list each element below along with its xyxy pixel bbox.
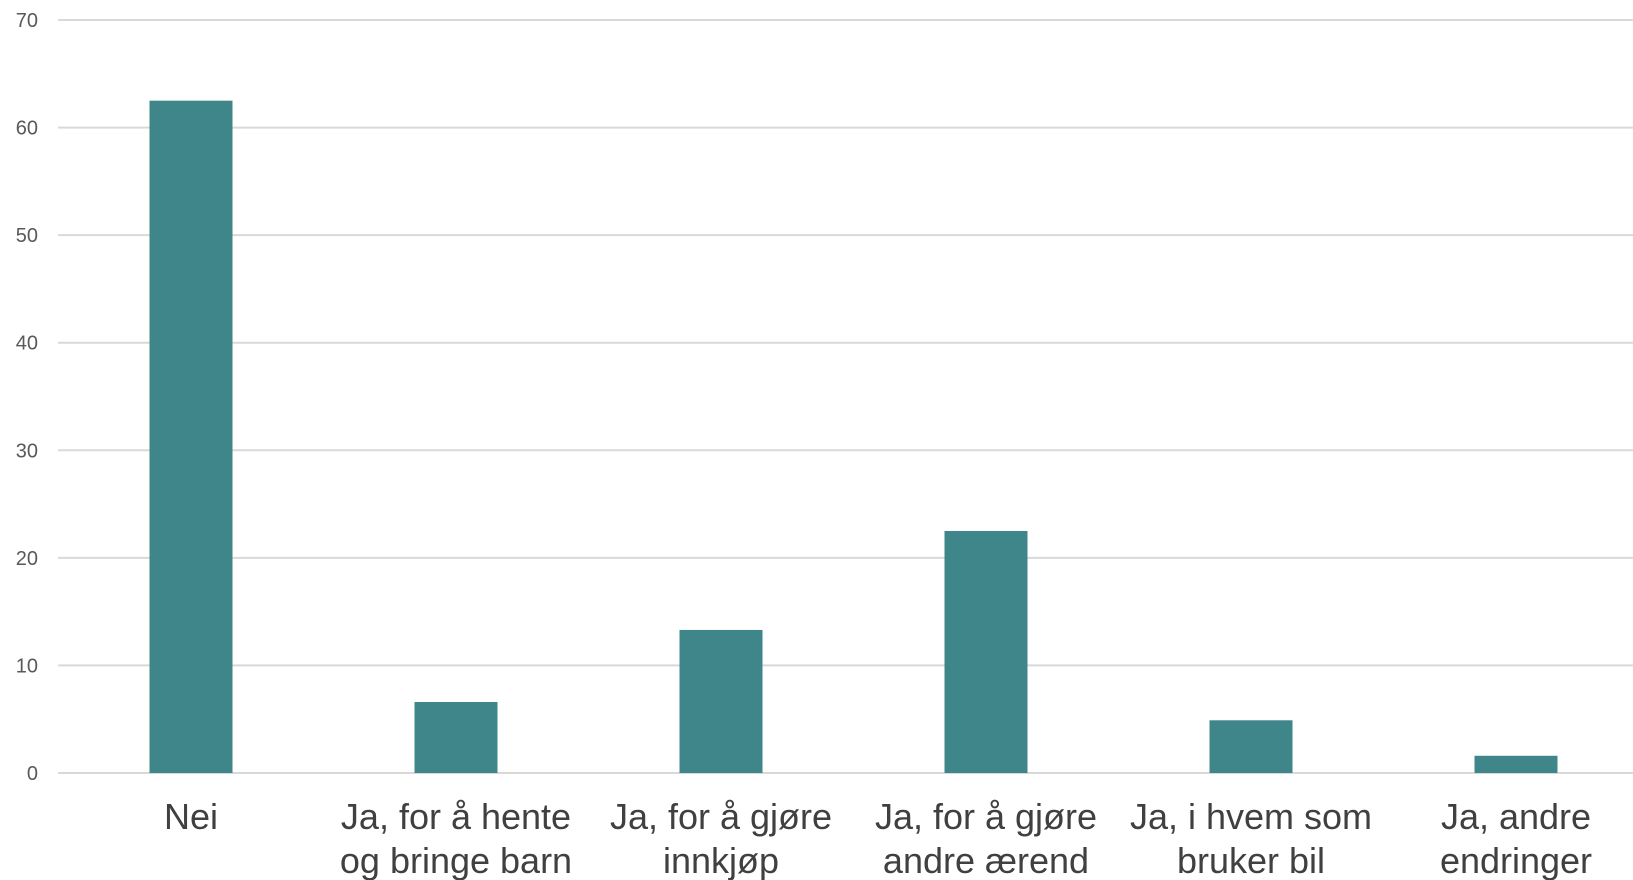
y-tick-label: 60 — [16, 118, 38, 140]
x-category-label-line: andre ærend — [883, 840, 1089, 880]
y-axis-ticks: 0 10 20 30 40 50 60 70 — [16, 10, 38, 785]
bar — [944, 530, 1028, 773]
y-tick-label: 50 — [16, 225, 38, 247]
bars — [149, 100, 1558, 773]
x-category-label-line: Ja, for å gjøre — [875, 796, 1097, 837]
x-category-label-line: Nei — [164, 796, 218, 837]
y-tick-label: 70 — [16, 10, 38, 32]
y-tick-label: 20 — [16, 548, 38, 570]
x-category-label: Ja, i hvem som bruker bil — [1130, 796, 1372, 880]
x-category-label: Ja, for å gjøre innkjøp — [610, 796, 832, 880]
y-tick-label: 0 — [27, 763, 38, 785]
x-category-label: Nei — [164, 796, 218, 837]
y-tick-label: 10 — [16, 655, 38, 677]
x-category-label-line: bruker bil — [1177, 840, 1325, 880]
bar — [1474, 755, 1558, 773]
bar — [414, 702, 498, 773]
y-tick-label: 30 — [16, 440, 38, 462]
x-category-label-line: Ja, for å hente — [341, 796, 571, 837]
x-category-label-line: og bringe barn — [340, 840, 572, 880]
x-category-label: Ja, for å hente og bringe barn — [340, 796, 572, 880]
x-category-label: Ja, for å gjøre andre ærend — [875, 796, 1097, 880]
x-category-label-line: Ja, andre — [1441, 796, 1591, 837]
bar — [149, 100, 233, 773]
gridlines — [58, 19, 1633, 774]
x-category-label-line: Ja, for å gjøre — [610, 796, 832, 837]
x-category-label-line: innkjøp — [663, 840, 779, 880]
y-tick-label: 40 — [16, 333, 38, 355]
x-category-label-line: Ja, i hvem som — [1130, 796, 1372, 837]
x-category-label-line: endringer — [1440, 840, 1592, 880]
bar — [1209, 720, 1293, 773]
bar — [679, 629, 763, 773]
x-category-label: Ja, andre endringer — [1440, 796, 1592, 880]
